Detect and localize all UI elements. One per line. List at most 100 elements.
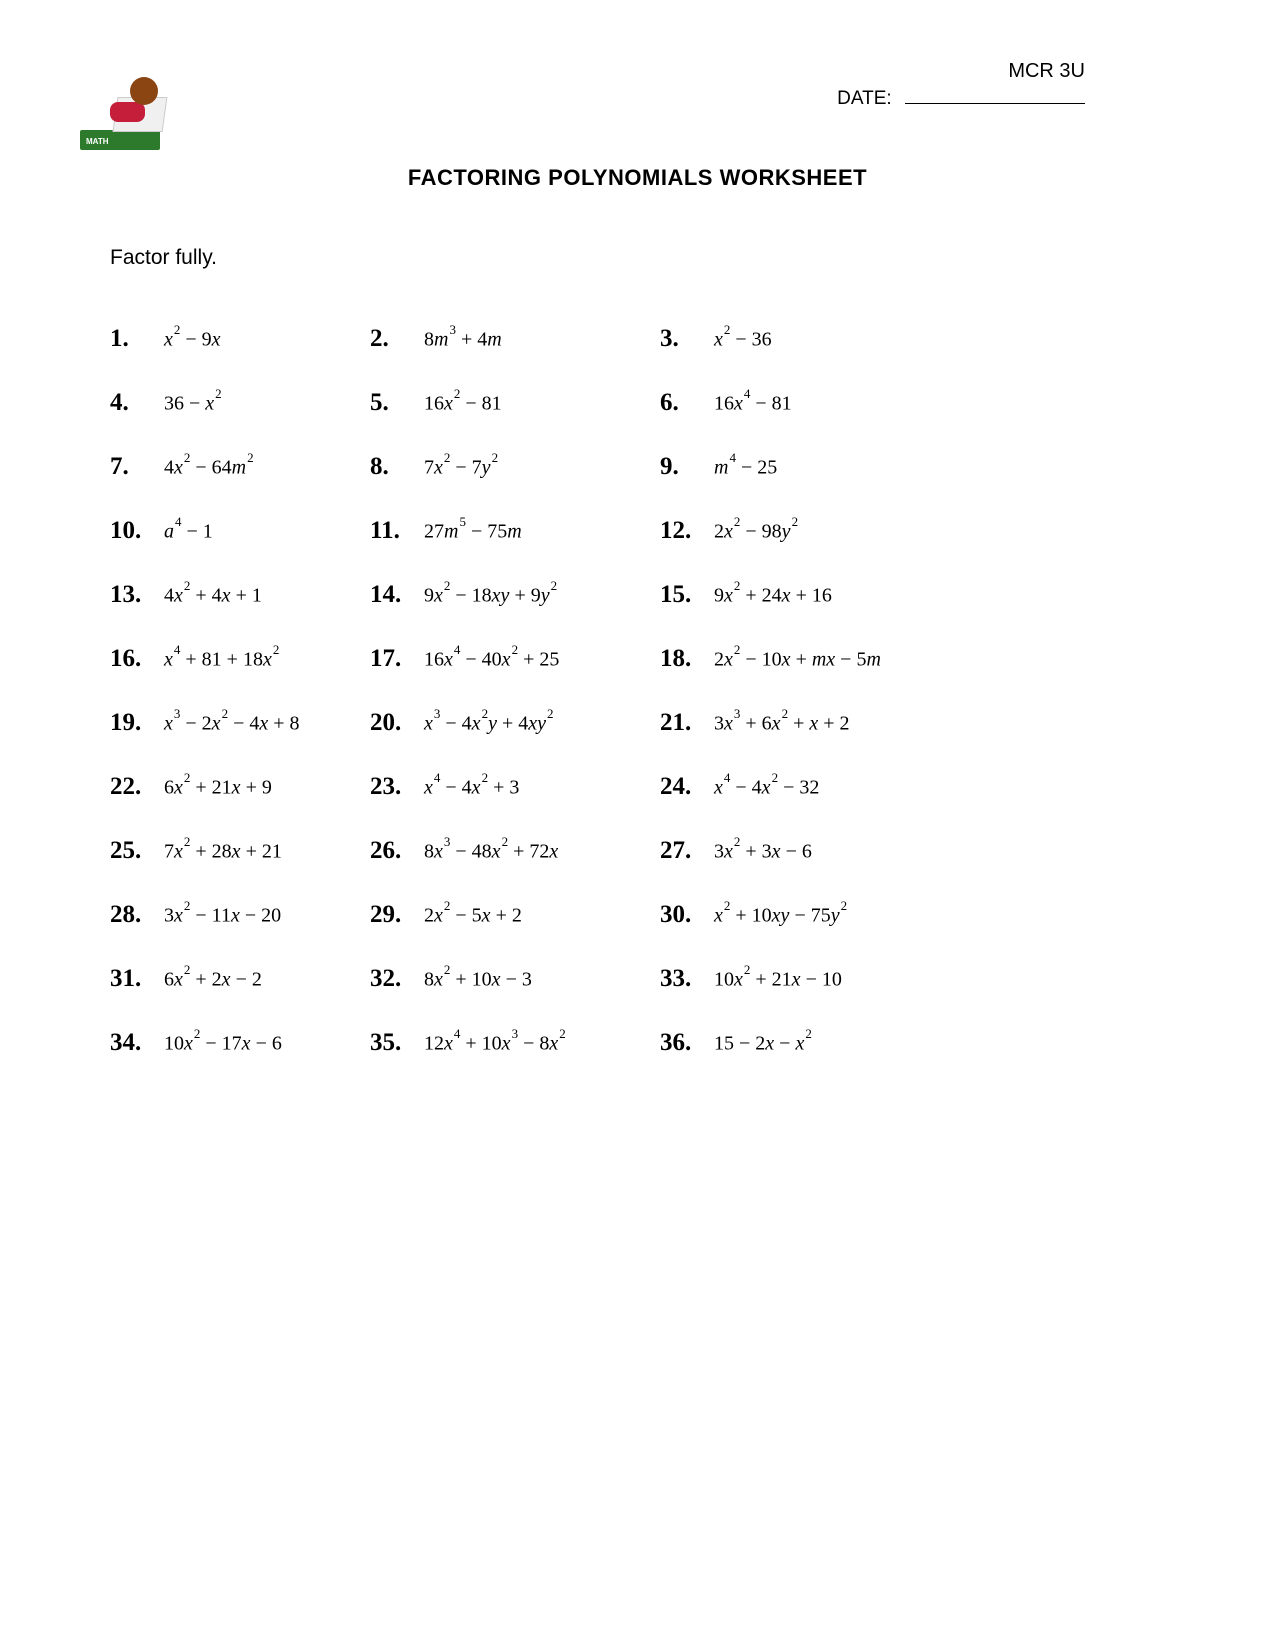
- problem-expression: 12x4 + 10x3 − 8x2: [424, 1030, 566, 1056]
- problem-item: 3.x2 − 36: [660, 325, 970, 353]
- problem-expression: 2x2 − 5x + 2: [424, 902, 522, 928]
- problem-expression: 10x2 + 21x − 10: [714, 966, 842, 992]
- problem-item: 26.8x3 − 48x2 + 72x: [370, 837, 660, 865]
- problem-expression: 8m3 + 4m: [424, 326, 502, 352]
- problem-number: 2.: [370, 325, 424, 353]
- problem-item: 15.9x2 + 24x + 16: [660, 581, 970, 609]
- problem-expression: 3x2 + 3x − 6: [714, 838, 812, 864]
- problem-expression: 2x2 − 98y2: [714, 518, 798, 544]
- problem-item: 2.8m3 + 4m: [370, 325, 660, 353]
- problem-expression: x3 − 4x2y + 4xy2: [424, 710, 554, 736]
- problem-expression: 7x2 − 7y2: [424, 454, 498, 480]
- problem-expression: 10x2 − 17x − 6: [164, 1030, 282, 1056]
- problem-number: 9.: [660, 453, 714, 481]
- problem-number: 1.: [110, 325, 164, 353]
- problem-item: 20.x3 − 4x2y + 4xy2: [370, 709, 660, 737]
- problem-number: 20.: [370, 709, 424, 737]
- problem-item: 21.3x3 + 6x2 + x + 2: [660, 709, 970, 737]
- problem-number: 12.: [660, 517, 714, 545]
- logo-illustration: MATH: [80, 50, 200, 150]
- problem-item: 16.x4 + 81 + 18x2: [110, 645, 370, 673]
- problem-number: 6.: [660, 389, 714, 417]
- problem-expression: 15 − 2x − x2: [714, 1030, 812, 1056]
- problem-expression: 8x2 + 10x − 3: [424, 966, 532, 992]
- problem-number: 25.: [110, 837, 164, 865]
- problem-number: 11.: [370, 517, 424, 545]
- problem-item: 36.15 − 2x − x2: [660, 1029, 970, 1057]
- problem-item: 10.a4 − 1: [110, 517, 370, 545]
- problem-number: 32.: [370, 965, 424, 993]
- problem-number: 4.: [110, 389, 164, 417]
- problem-item: 22.6x2 + 21x + 9: [110, 773, 370, 801]
- problem-item: 19.x3 − 2x2 − 4x + 8: [110, 709, 370, 737]
- problem-number: 28.: [110, 901, 164, 929]
- problem-number: 24.: [660, 773, 714, 801]
- problem-number: 29.: [370, 901, 424, 929]
- date-field: DATE:: [837, 88, 1085, 110]
- problem-item: 32.8x2 + 10x − 3: [370, 965, 660, 993]
- course-code: MCR 3U: [1008, 60, 1085, 83]
- problem-item: 11.27m5 − 75m: [370, 517, 660, 545]
- problem-expression: 9x2 + 24x + 16: [714, 582, 832, 608]
- problem-number: 23.: [370, 773, 424, 801]
- problem-number: 7.: [110, 453, 164, 481]
- problem-item: 29.2x2 − 5x + 2: [370, 901, 660, 929]
- problem-item: 31.6x2 + 2x − 2: [110, 965, 370, 993]
- problem-item: 1.x2 − 9x: [110, 325, 370, 353]
- problem-number: 17.: [370, 645, 424, 673]
- worksheet-title: FACTORING POLYNOMIALS WORKSHEET: [110, 165, 1165, 191]
- problem-expression: x2 − 9x: [164, 326, 221, 352]
- problem-number: 10.: [110, 517, 164, 545]
- problem-expression: 3x3 + 6x2 + x + 2: [714, 710, 850, 736]
- problem-expression: 6x2 + 2x − 2: [164, 966, 262, 992]
- problem-number: 35.: [370, 1029, 424, 1057]
- kid-body-icon: [110, 102, 145, 122]
- problem-expression: 4x2 − 64m2: [164, 454, 254, 480]
- problem-expression: 6x2 + 21x + 9: [164, 774, 272, 800]
- problem-expression: 16x4 − 81: [714, 390, 792, 416]
- problem-number: 27.: [660, 837, 714, 865]
- problem-expression: x2 − 36: [714, 326, 772, 352]
- problem-expression: x3 − 2x2 − 4x + 8: [164, 710, 300, 736]
- problem-item: 14.9x2 − 18xy + 9y2: [370, 581, 660, 609]
- problem-expression: m4 − 25: [714, 454, 777, 480]
- problem-item: 30.x2 + 10xy − 75y2: [660, 901, 970, 929]
- problem-expression: 4x2 + 4x + 1: [164, 582, 262, 608]
- problem-item: 27.3x2 + 3x − 6: [660, 837, 970, 865]
- problem-number: 5.: [370, 389, 424, 417]
- problem-item: 8.7x2 − 7y2: [370, 453, 660, 481]
- problem-number: 21.: [660, 709, 714, 737]
- problem-number: 14.: [370, 581, 424, 609]
- problem-expression: 27m5 − 75m: [424, 518, 522, 544]
- problem-number: 31.: [110, 965, 164, 993]
- problem-number: 30.: [660, 901, 714, 929]
- problem-item: 7.4x2 − 64m2: [110, 453, 370, 481]
- problem-expression: 8x3 − 48x2 + 72x: [424, 838, 558, 864]
- problem-item: 4.36 − x2: [110, 389, 370, 417]
- problem-expression: x4 − 4x2 − 32: [714, 774, 819, 800]
- problem-item: 17.16x4 − 40x2 + 25: [370, 645, 660, 673]
- problem-item: 28.3x2 − 11x − 20: [110, 901, 370, 929]
- problem-number: 8.: [370, 453, 424, 481]
- problem-expression: a4 − 1: [164, 518, 213, 544]
- problem-item: 9.m4 − 25: [660, 453, 970, 481]
- problem-item: 18.2x2 − 10x + mx − 5m: [660, 645, 970, 673]
- problem-number: 36.: [660, 1029, 714, 1057]
- date-label: DATE:: [837, 88, 892, 109]
- problem-number: 3.: [660, 325, 714, 353]
- problem-number: 34.: [110, 1029, 164, 1057]
- problem-item: 35.12x4 + 10x3 − 8x2: [370, 1029, 660, 1057]
- problem-expression: x4 + 81 + 18x2: [164, 646, 279, 672]
- book-label: MATH: [86, 137, 109, 146]
- problem-expression: 2x2 − 10x + mx − 5m: [714, 646, 881, 672]
- date-blank[interactable]: [905, 103, 1085, 104]
- problem-number: 16.: [110, 645, 164, 673]
- instruction-text: Factor fully.: [110, 246, 1165, 270]
- problem-expression: x4 − 4x2 + 3: [424, 774, 519, 800]
- problem-number: 33.: [660, 965, 714, 993]
- problem-expression: 3x2 − 11x − 20: [164, 902, 281, 928]
- problem-number: 22.: [110, 773, 164, 801]
- problem-expression: 7x2 + 28x + 21: [164, 838, 282, 864]
- problem-expression: 9x2 − 18xy + 9y2: [424, 582, 557, 608]
- problem-item: 23.x4 − 4x2 + 3: [370, 773, 660, 801]
